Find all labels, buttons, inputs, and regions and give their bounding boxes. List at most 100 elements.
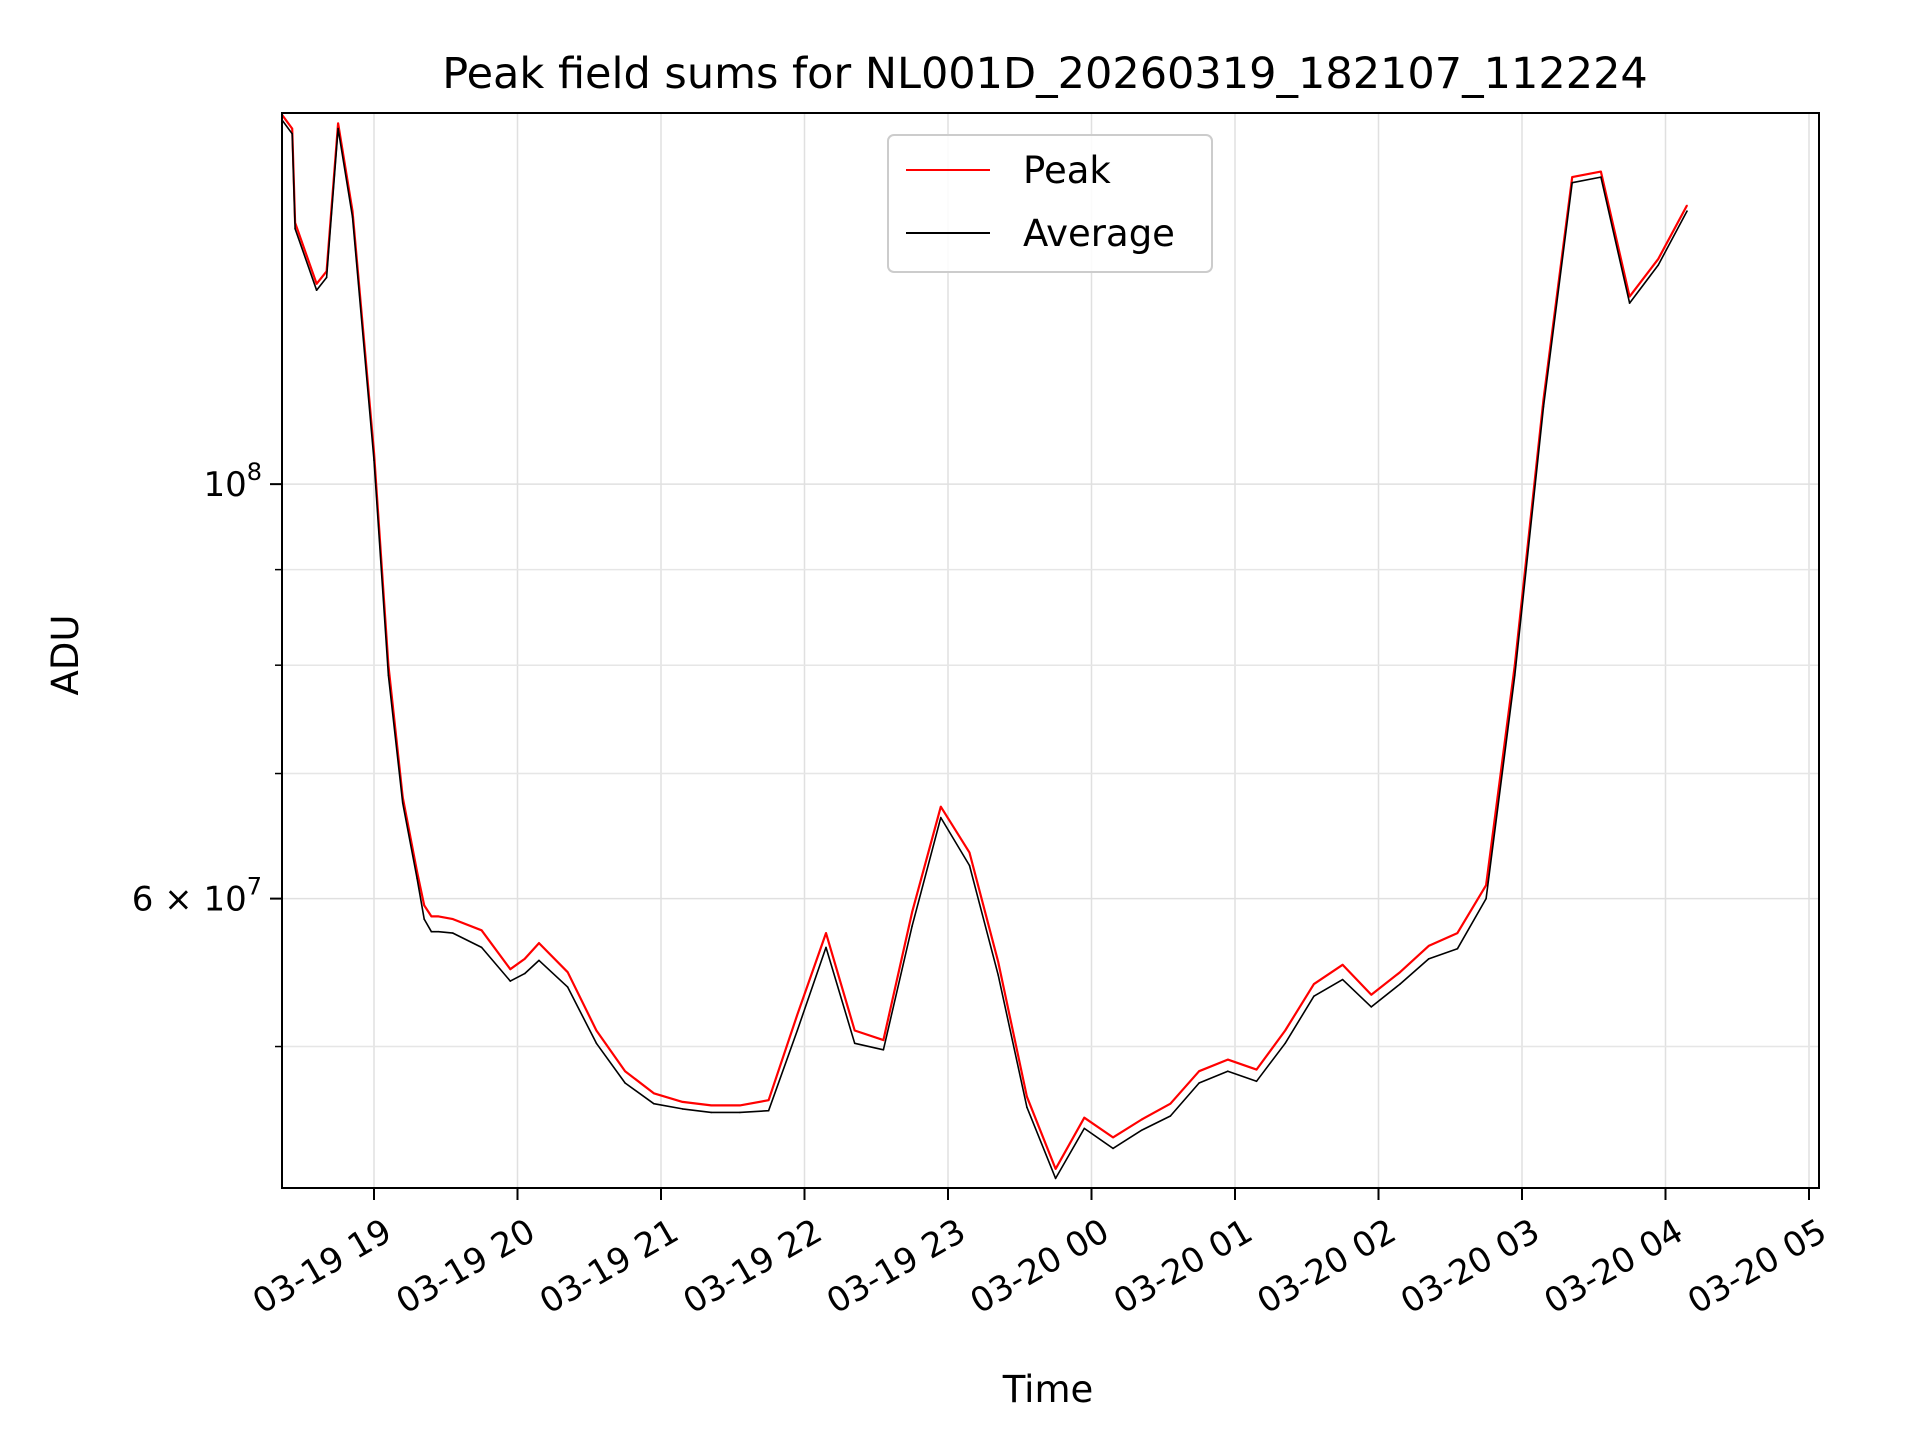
data-point-peak — [911, 911, 913, 913]
data-point-peak — [1255, 1068, 1258, 1071]
data-point-peak — [681, 1101, 684, 1103]
data-point-average — [997, 974, 999, 976]
data-point-peak — [1628, 295, 1631, 298]
data-point-peak — [1169, 1102, 1172, 1105]
data-point-peak — [337, 122, 339, 125]
data-point-peak — [423, 904, 426, 907]
data-point-average — [739, 1111, 741, 1114]
data-point-peak — [853, 1029, 856, 1032]
data-point-peak — [291, 127, 294, 130]
data-point-average — [509, 980, 512, 982]
data-point-average — [1427, 958, 1430, 960]
data-point-average — [1370, 1006, 1373, 1008]
data-point-average — [1313, 995, 1315, 997]
data-point-average — [1341, 978, 1344, 981]
data-point-peak — [315, 283, 318, 285]
data-point-average — [882, 1049, 885, 1051]
data-point-peak — [1427, 945, 1430, 947]
data-point-average — [796, 1029, 799, 1032]
data-point-average — [294, 227, 296, 230]
data-point-average — [853, 1042, 856, 1045]
data-point-peak — [595, 1029, 598, 1032]
data-point-average — [1198, 1082, 1200, 1084]
data-point-average — [416, 877, 418, 880]
data-point-average — [1284, 1042, 1286, 1045]
data-point-average — [437, 930, 440, 933]
data-point-average — [325, 276, 328, 279]
data-point-peak — [437, 915, 440, 918]
data-point-average — [940, 816, 942, 819]
data-point-peak — [882, 1039, 885, 1041]
data-point-peak — [624, 1070, 626, 1072]
data-point-peak — [940, 805, 942, 808]
data-point-average — [1514, 674, 1516, 677]
data-point-average — [1054, 1177, 1057, 1180]
data-point-average — [1686, 210, 1688, 212]
x-axis-label: Time — [1002, 1368, 1094, 1411]
data-point-average — [538, 959, 540, 962]
chart-title: Peak field sums for NL001D_20260319_1821… — [442, 49, 1648, 99]
data-point-peak — [1227, 1058, 1229, 1061]
data-point-average — [1083, 1127, 1086, 1130]
data-point-average — [373, 459, 375, 462]
data-point-average — [1485, 897, 1487, 900]
data-point-peak — [523, 958, 526, 960]
data-point-peak — [1140, 1118, 1143, 1121]
data-point-peak — [653, 1092, 655, 1095]
y-tick-label: 108 — [203, 458, 262, 505]
data-point-peak — [1370, 993, 1373, 996]
data-point-peak — [480, 929, 483, 932]
data-point-peak — [452, 918, 454, 920]
data-point-average — [480, 946, 483, 949]
data-point-average — [337, 127, 339, 130]
grid — [282, 113, 1819, 1188]
data-point-peak — [1571, 176, 1573, 178]
data-point-peak — [710, 1104, 712, 1107]
series-layer — [282, 113, 1688, 1180]
data-point-average — [653, 1102, 655, 1105]
y-tick-label: 6 × 107 — [132, 873, 262, 920]
data-point-average — [767, 1109, 770, 1112]
data-point-average — [566, 986, 569, 988]
data-point-average — [401, 802, 404, 804]
data-point-average — [825, 946, 827, 949]
data-point-peak — [1083, 1116, 1086, 1119]
data-point-average — [1628, 302, 1631, 304]
data-point-peak — [566, 971, 569, 973]
legend-label-peak: Peak — [1023, 149, 1111, 192]
data-point-average — [1255, 1080, 1258, 1083]
data-point-peak — [538, 942, 540, 944]
data-point-peak — [968, 851, 971, 854]
data-point-peak — [1399, 971, 1401, 973]
data-point-peak — [1112, 1136, 1114, 1139]
data-point-peak — [1341, 964, 1344, 966]
data-point-average — [968, 864, 971, 867]
data-point-peak — [767, 1099, 770, 1101]
plot-frame — [281, 112, 1820, 1189]
data-point-average — [1600, 176, 1602, 178]
data-point-average — [291, 133, 294, 135]
data-point-peak — [1198, 1070, 1200, 1072]
data-point-average — [1112, 1147, 1114, 1150]
data-point-average — [1571, 181, 1573, 184]
data-point-average — [523, 972, 526, 975]
data-point-average — [452, 932, 454, 934]
data-point-average — [595, 1042, 598, 1045]
data-point-average — [1399, 983, 1401, 985]
data-point-peak — [1485, 884, 1487, 886]
data-point-average — [430, 930, 433, 933]
data-point-peak — [1284, 1029, 1286, 1032]
legend-label-average: Average — [1023, 212, 1175, 255]
data-point-average — [624, 1082, 626, 1084]
data-point-average — [423, 918, 426, 920]
data-point-peak — [509, 968, 512, 970]
data-point-average — [710, 1111, 712, 1114]
data-point-peak — [796, 1013, 799, 1016]
data-point-average — [351, 216, 354, 218]
data-point-peak — [825, 932, 827, 934]
data-point-average — [387, 674, 390, 677]
data-point-peak — [1657, 258, 1660, 260]
data-point-peak — [430, 915, 433, 918]
data-point-peak — [1026, 1095, 1028, 1098]
